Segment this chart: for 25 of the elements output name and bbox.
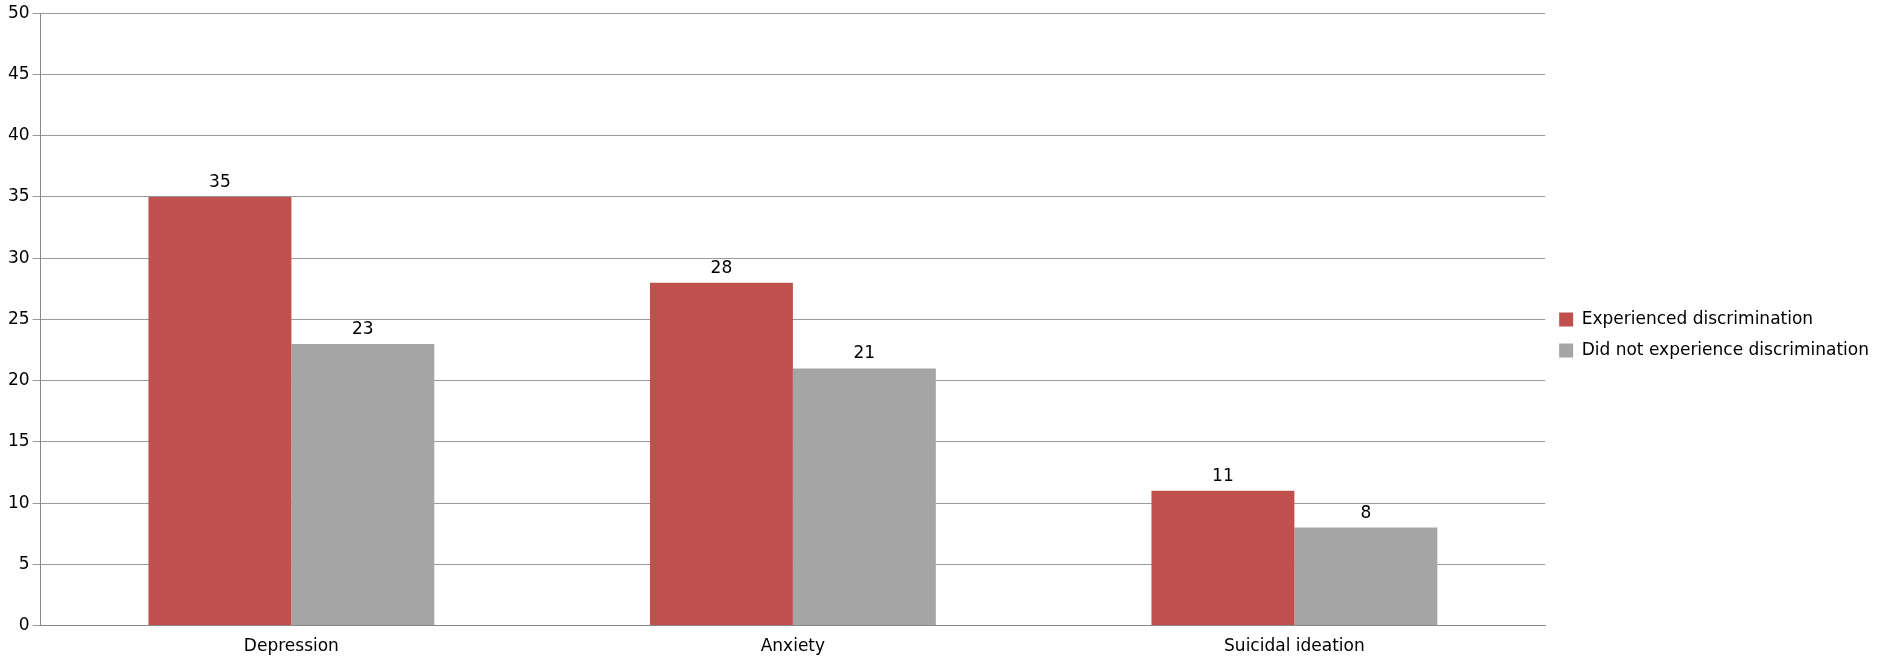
bar [649, 282, 793, 626]
bar [148, 196, 292, 626]
x-tick-label: Anxiety [760, 635, 826, 656]
data-label: 21 [853, 342, 876, 363]
y-tick-label: 20 [7, 369, 30, 390]
bar [1151, 490, 1295, 626]
y-tick-label: 40 [7, 124, 30, 145]
data-label: 28 [710, 256, 733, 277]
y-tick-label: 0 [18, 614, 30, 635]
y-tick-label: 50 [7, 1, 30, 22]
y-tick-label: 30 [7, 246, 30, 267]
y-tick-label: 5 [18, 552, 30, 573]
data-label: 35 [209, 170, 231, 191]
legend-label: Experienced discrimination [1581, 307, 1814, 328]
y-tick-label: 45 [7, 62, 30, 83]
y-tick-label: 10 [7, 491, 30, 512]
data-label: 23 [352, 317, 374, 338]
y-tick-label: 15 [7, 430, 30, 451]
legend-label: Did not experience discrimination [1581, 338, 1870, 359]
data-label: 11 [1212, 464, 1234, 485]
y-tick-label: 25 [7, 307, 30, 328]
data-label: 8 [1360, 501, 1372, 522]
y-tick-label: 35 [7, 185, 30, 206]
x-tick-label: Depression [243, 635, 339, 656]
x-tick-label: Suicidal ideation [1224, 635, 1365, 656]
